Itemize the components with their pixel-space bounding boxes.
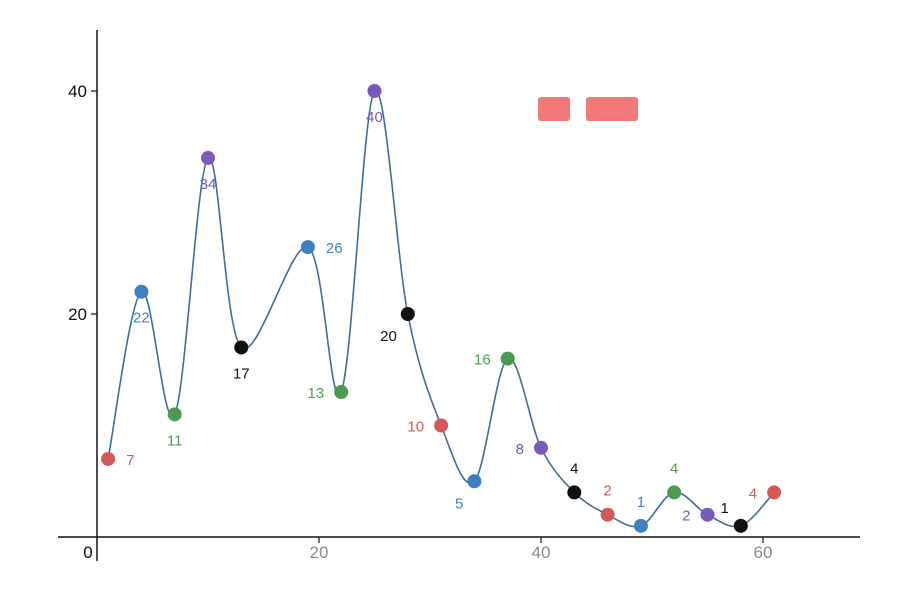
legend-swatch bbox=[586, 97, 638, 121]
data-points bbox=[101, 84, 782, 533]
data-point bbox=[667, 485, 682, 500]
data-label: 4 bbox=[670, 460, 678, 477]
data-label: 5 bbox=[455, 495, 463, 512]
data-point bbox=[434, 418, 449, 433]
data-label: 16 bbox=[474, 352, 491, 369]
data-point bbox=[101, 451, 116, 466]
data-label: 2 bbox=[682, 508, 690, 525]
data-point bbox=[334, 385, 349, 400]
data-point bbox=[467, 474, 482, 489]
data-point bbox=[567, 485, 582, 500]
x-tick-label: 60 bbox=[754, 543, 773, 562]
axes: 20 40 0 20 40 60 bbox=[58, 30, 860, 562]
data-label: 1 bbox=[637, 494, 645, 511]
data-point bbox=[201, 150, 215, 165]
series-line bbox=[107, 89, 775, 528]
data-label: 1 bbox=[720, 500, 728, 517]
data-point bbox=[167, 407, 182, 422]
data-label: 10 bbox=[407, 419, 424, 436]
data-label: 4 bbox=[749, 485, 757, 502]
y-tick-label: 40 bbox=[68, 82, 87, 101]
data-label: 22 bbox=[133, 310, 150, 327]
data-label: 20 bbox=[380, 328, 397, 345]
data-point bbox=[600, 507, 615, 522]
data-label: 8 bbox=[516, 441, 524, 458]
data-label: 2 bbox=[603, 483, 611, 500]
x-tick-label: 20 bbox=[310, 543, 329, 562]
data-point bbox=[300, 240, 315, 255]
data-point bbox=[733, 518, 748, 533]
data-labels: 7 22 11 34 17 26 13 40 20 10 5 16 8 4 2 1 4 2 1 4 bbox=[126, 109, 757, 525]
legend-area bbox=[538, 97, 638, 121]
data-point bbox=[633, 518, 648, 533]
data-point bbox=[367, 84, 382, 98]
x-tick-label: 0 bbox=[83, 543, 92, 562]
data-point bbox=[767, 485, 782, 500]
data-point bbox=[400, 307, 415, 321]
data-label: 11 bbox=[167, 432, 183, 449]
data-point bbox=[134, 284, 149, 299]
data-point bbox=[534, 440, 548, 455]
data-label: 40 bbox=[366, 109, 383, 126]
data-label: 34 bbox=[200, 176, 217, 193]
data-point bbox=[500, 351, 515, 366]
data-point bbox=[700, 507, 715, 522]
x-tick-label: 40 bbox=[532, 543, 551, 562]
data-point bbox=[234, 340, 249, 355]
data-label: 13 bbox=[308, 385, 325, 402]
data-label: 26 bbox=[326, 240, 343, 257]
data-label: 4 bbox=[570, 460, 578, 477]
legend-swatch bbox=[538, 97, 570, 121]
data-label: 7 bbox=[126, 452, 134, 469]
data-label: 17 bbox=[233, 365, 250, 382]
y-tick-label: 20 bbox=[68, 305, 87, 324]
